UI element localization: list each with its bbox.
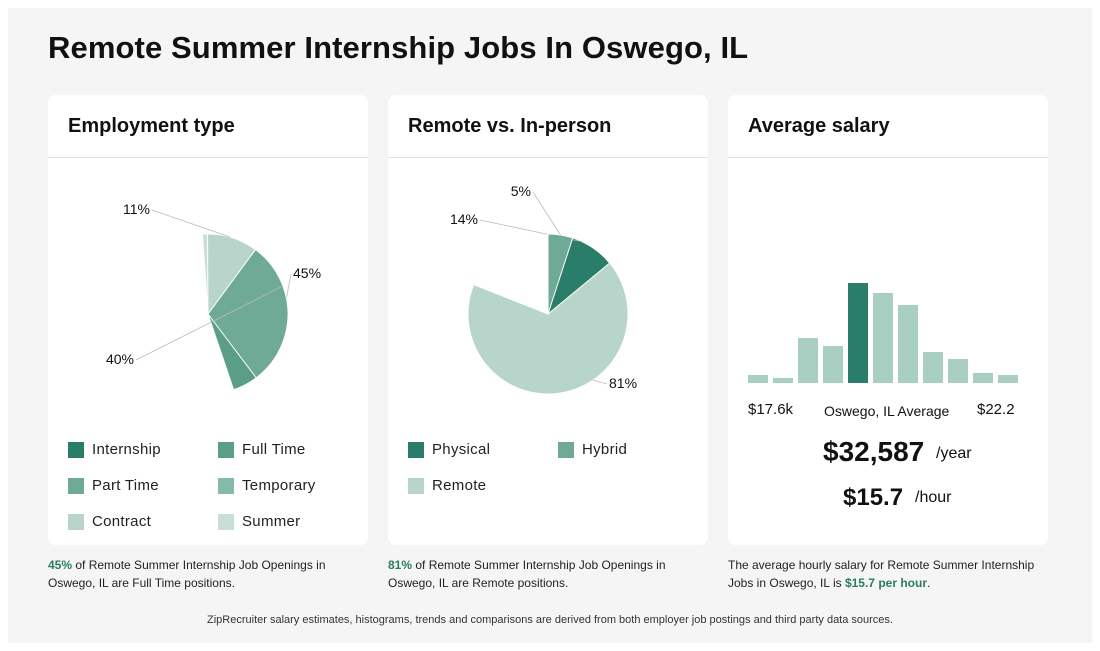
remote-label-remote: 81% xyxy=(609,375,637,391)
legend-label: Temporary xyxy=(242,477,316,494)
employment-label-part-time: 40% xyxy=(106,351,134,367)
histogram-bar xyxy=(898,305,918,383)
legend-label: Summer xyxy=(242,513,301,530)
remote-legend-item-remote: Remote xyxy=(408,477,486,494)
legend-swatch xyxy=(68,513,84,530)
remote-vs-inperson-card: Remote vs. In-person 81% 14% 5% Physical Hy… xyxy=(388,95,708,545)
salary-yearly-unit: /year xyxy=(936,445,972,462)
remote-label-hybrid: 5% xyxy=(511,183,531,199)
legend-swatch xyxy=(218,513,234,530)
histogram-bar xyxy=(748,375,768,383)
employment-legend-item-contract: Contract xyxy=(68,513,151,530)
employment-type-header: Employment type xyxy=(48,95,368,158)
remote-legend-item-hybrid: Hybrid xyxy=(558,441,627,458)
histogram-bar xyxy=(998,375,1018,383)
salary-histogram xyxy=(748,283,1018,383)
page-frame: Remote Summer Internship Jobs In Oswego,… xyxy=(8,8,1092,643)
remote-leader-line xyxy=(592,379,608,385)
employment-type-pie: 45% 40% 11% xyxy=(106,201,321,391)
employment-legend-item-internship: Internship xyxy=(68,441,161,458)
employment-label-contract: 11% xyxy=(123,201,150,217)
salary-max-label: $22.2 xyxy=(977,401,1015,418)
remote-label-physical: 14% xyxy=(450,211,478,227)
remote-vs-inperson-pie: 81% 14% 5% xyxy=(450,183,637,395)
histogram-bar-highlight xyxy=(848,283,868,383)
employment-legend-item-part-time: Part Time xyxy=(68,477,159,494)
average-salary-card: Average salary $17.6k Oswego, IL Average… xyxy=(728,95,1048,545)
histogram-bar xyxy=(873,293,893,383)
employment-leader-line xyxy=(286,273,292,299)
employment-type-note: 45% of Remote Summer Internship Job Open… xyxy=(48,558,326,590)
salary-yearly-value: $32,587 xyxy=(823,436,925,467)
legend-swatch xyxy=(218,477,234,494)
employment-legend-item-full-time: Full Time xyxy=(218,441,306,458)
histogram-bar xyxy=(948,359,968,383)
legend-label: Hybrid xyxy=(582,441,628,458)
legend-swatch xyxy=(218,441,234,458)
remote-legend-item-physical: Physical xyxy=(408,441,490,458)
legend-swatch xyxy=(68,441,84,458)
page-title: Remote Summer Internship Jobs In Oswego,… xyxy=(48,30,749,65)
employment-legend-item-temporary: Temporary xyxy=(218,477,316,494)
legend-swatch xyxy=(558,441,574,458)
histogram-bar xyxy=(823,346,843,383)
remote-vs-inperson-note: 81% of Remote Summer Internship Job Open… xyxy=(388,558,666,590)
employment-type-card: Employment type 45% 40% 11% Internship Full… xyxy=(48,95,368,545)
remote-leader-line xyxy=(532,191,561,236)
legend-label: Contract xyxy=(92,513,152,530)
footer-disclaimer: ZipRecruiter salary estimates, histogram… xyxy=(207,614,893,626)
legend-label: Remote xyxy=(432,477,487,494)
legend-swatch xyxy=(68,477,84,494)
employment-leader-line xyxy=(135,285,284,361)
legend-swatch xyxy=(408,441,424,458)
histogram-bar xyxy=(973,373,993,383)
legend-label: Part Time xyxy=(92,477,159,494)
salary-min-label: $17.6k xyxy=(748,401,794,418)
histogram-bar xyxy=(923,352,943,383)
legend-label: Physical xyxy=(432,441,491,458)
employment-legend-item-summer: Summer xyxy=(218,513,300,530)
legend-swatch xyxy=(408,477,424,494)
employment-slice-summer xyxy=(201,233,209,315)
salary-hourly-value: $15.7 xyxy=(843,484,904,511)
histogram-bar xyxy=(773,378,793,383)
histogram-bar xyxy=(798,338,818,383)
average-salary-note: The average hourly salary for Remote Sum… xyxy=(728,558,1035,590)
average-salary-header: Average salary xyxy=(728,95,1048,158)
employment-label-full-time: 45% xyxy=(293,265,321,281)
remote-vs-inperson-header: Remote vs. In-person xyxy=(388,95,708,158)
salary-hourly-unit: /hour xyxy=(915,489,952,506)
salary-mid-label: Oswego, IL Average xyxy=(824,403,950,419)
legend-label: Full Time xyxy=(242,441,306,458)
employment-leader-line xyxy=(151,209,231,238)
legend-label: Internship xyxy=(92,441,161,458)
